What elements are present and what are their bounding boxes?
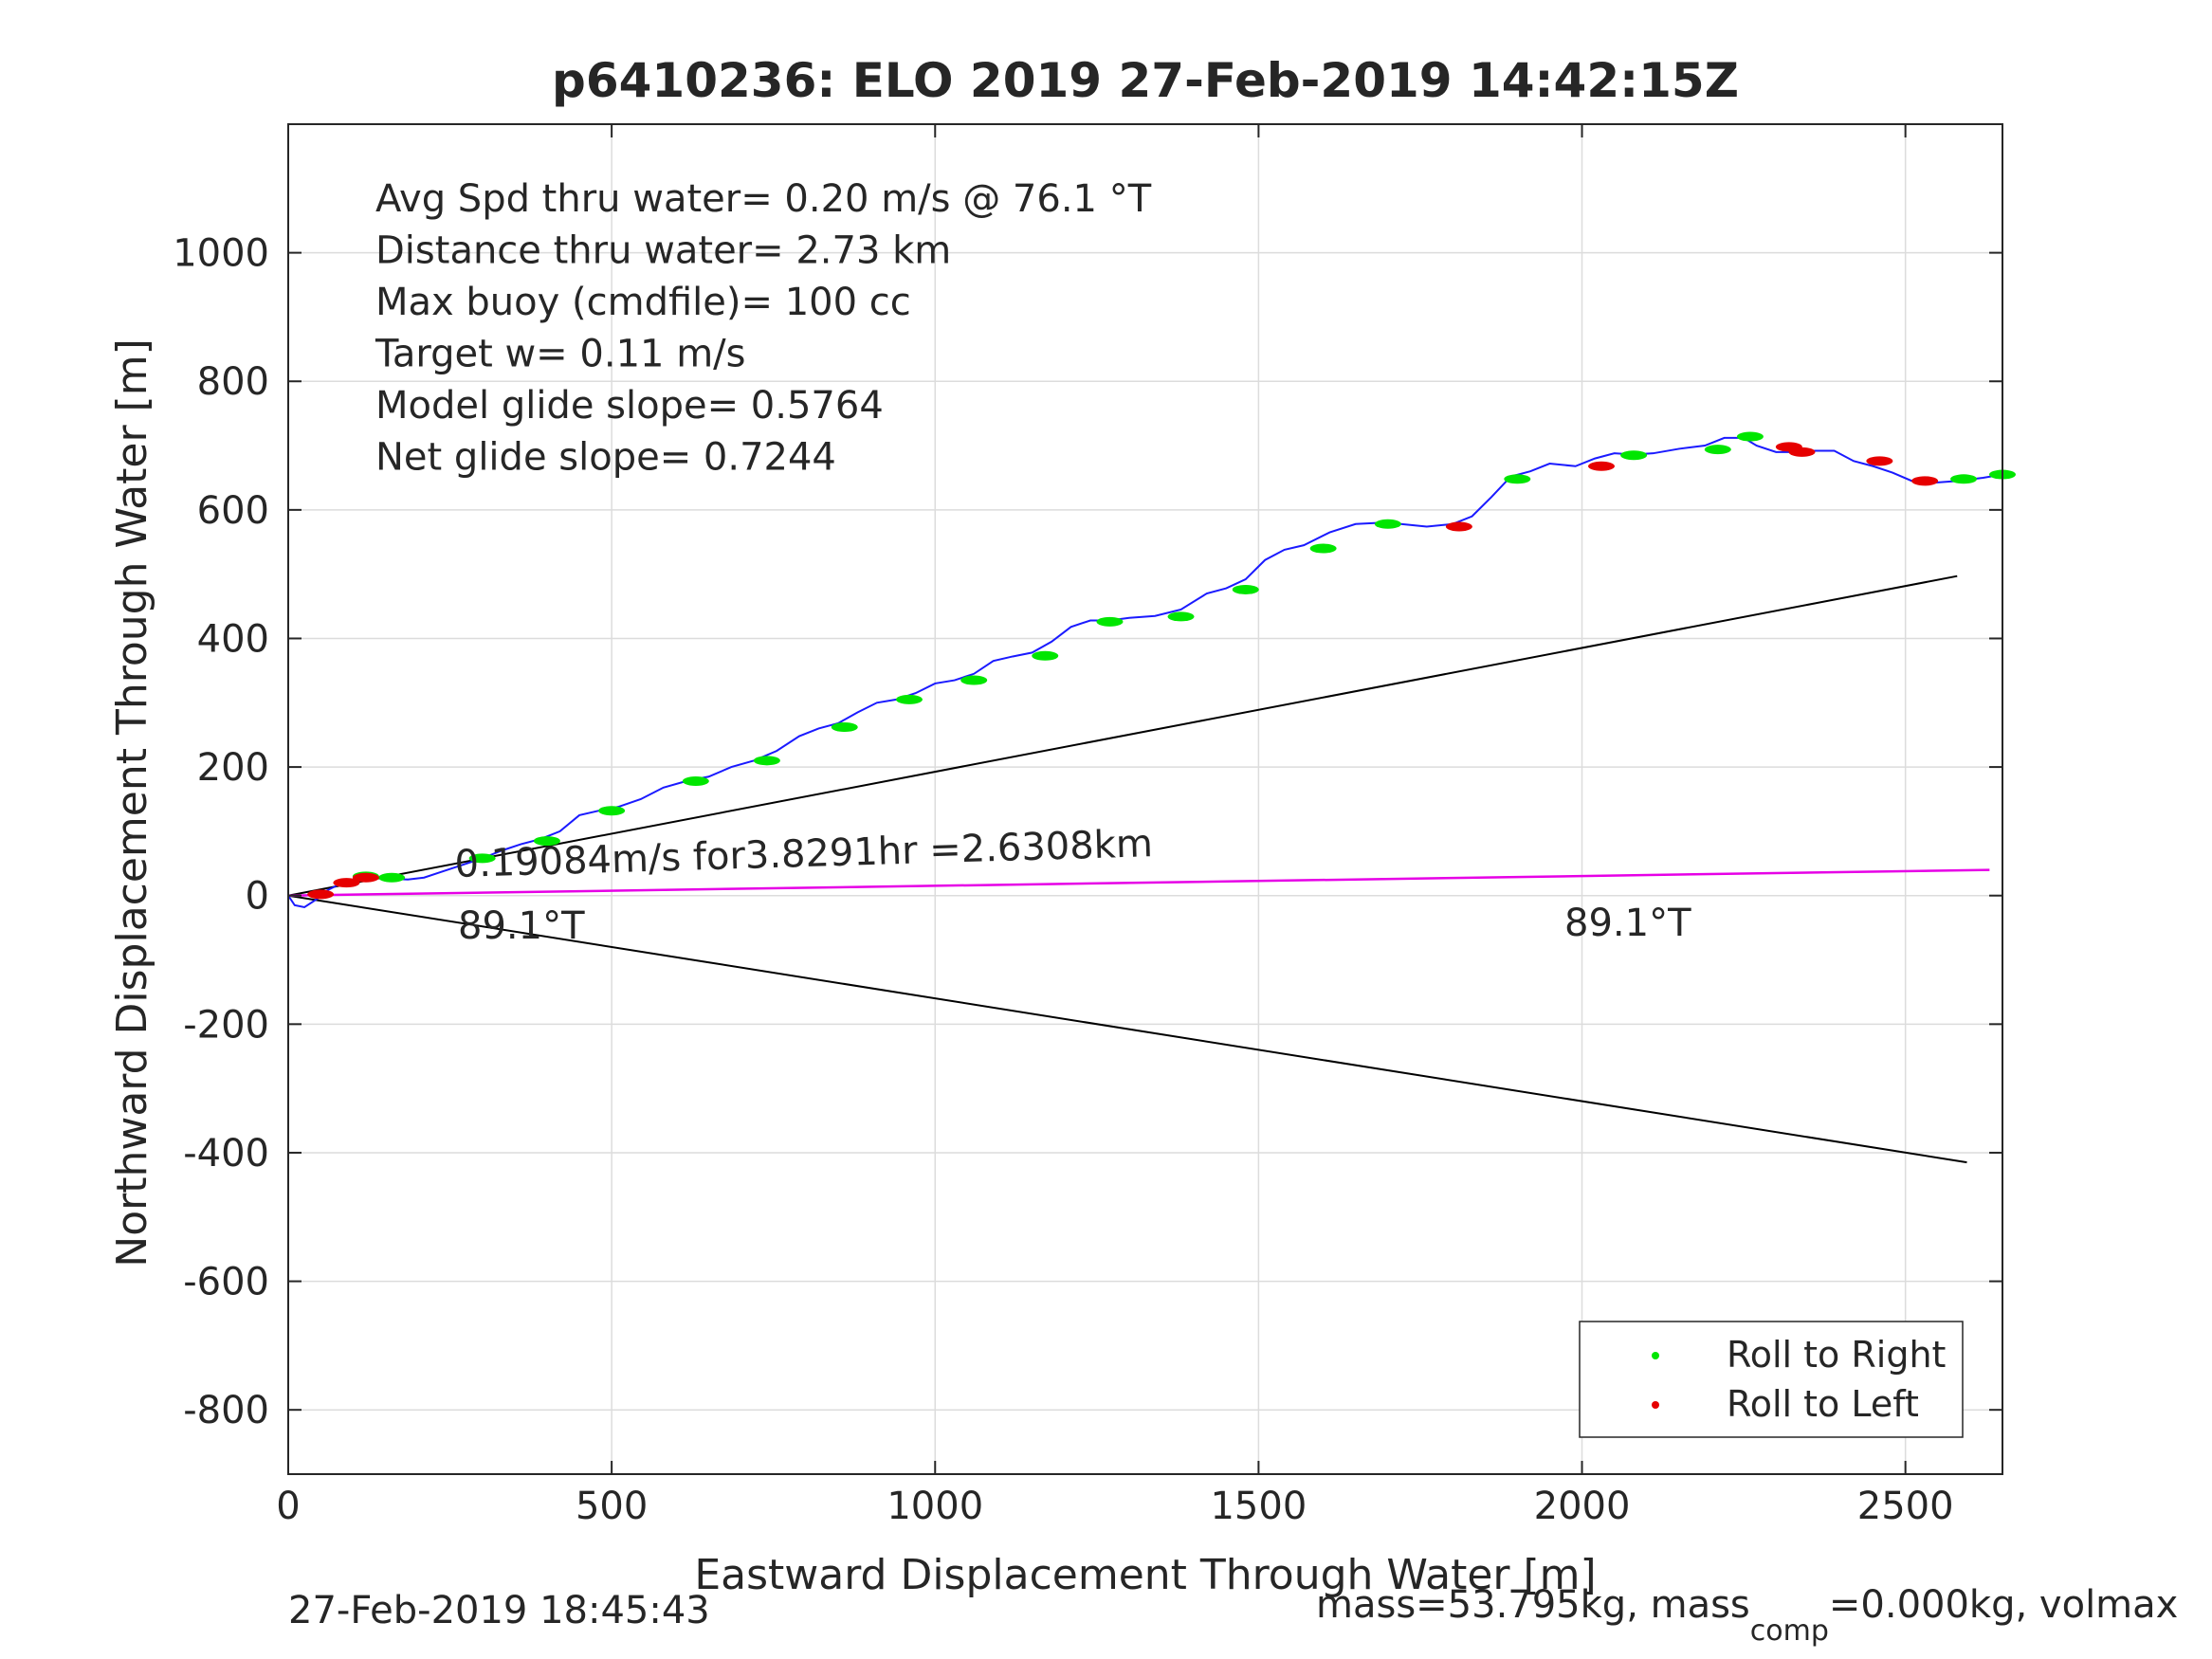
- stats-line: Target w= 0.11 m/s: [375, 333, 745, 376]
- y-tick-label: 400: [197, 617, 269, 661]
- legend: Roll to Right Roll to Left: [1579, 1321, 1964, 1438]
- roll-right-point: [682, 776, 709, 787]
- y-axis-label: Northward Displacement Through Water [m]: [108, 338, 156, 1267]
- stats-line: Max buoy (cmdfile)= 100 cc: [375, 281, 911, 324]
- cone-lower-line: [287, 894, 1967, 1164]
- heading-annotation-right: 89.1°T: [1564, 902, 1691, 945]
- roll-right-point: [1704, 445, 1731, 455]
- x-tick-label: 2000: [1534, 1485, 1631, 1528]
- roll-right-point: [895, 694, 923, 704]
- x-tick-label: 2500: [1857, 1485, 1954, 1528]
- cone-upper-line: [287, 574, 1958, 897]
- roll-right-point: [598, 806, 626, 816]
- roll-left-point: [307, 889, 335, 900]
- footer-mass: mass=53.795kg, masscomp=0.000kg, volmax: [1316, 1583, 2178, 1648]
- roll-right-point: [378, 872, 406, 883]
- roll-right-point: [468, 853, 496, 864]
- legend-box: [1579, 1321, 1964, 1438]
- roll-right-point: [1309, 543, 1337, 554]
- roll-right-point: [960, 675, 988, 685]
- depth-avg-current-line: [287, 868, 1990, 897]
- y-tick-label: -800: [183, 1389, 269, 1432]
- plot-area: [287, 431, 2016, 1164]
- grid-lines: [287, 124, 2002, 1474]
- tick-marks: [287, 124, 2002, 1474]
- y-tick-label: -200: [183, 1003, 269, 1047]
- y-tick-label: -400: [183, 1132, 269, 1176]
- stats-line: Net glide slope= 0.7244: [375, 436, 836, 480]
- x-tick-label: 1500: [1210, 1485, 1307, 1528]
- roll-right-point: [1232, 584, 1259, 594]
- y-tick-label: 0: [246, 875, 269, 919]
- roll-left-point: [333, 878, 360, 888]
- stats-line: Avg Spd thru water= 0.20 m/s @ 76.1 °T: [375, 177, 1152, 221]
- stats-text-block: Avg Spd thru water= 0.20 m/s @ 76.1 °T Di…: [375, 177, 1152, 480]
- heading-annotation-left: 89.1°T: [458, 904, 585, 948]
- chart-title: p6410236: ELO 2019 27-Feb-2019 14:42:15Z: [552, 53, 1739, 108]
- stats-line: Distance thru water= 2.73 km: [375, 229, 951, 273]
- legend-marker-roll-right: [1652, 1352, 1659, 1359]
- roll-left-point: [1587, 461, 1615, 471]
- x-axis-label: Eastward Displacement Through Water [m]: [694, 1551, 1596, 1599]
- y-tick-label: 200: [197, 746, 269, 790]
- x-tick-label: 1000: [887, 1485, 983, 1528]
- x-tick-label: 0: [276, 1485, 300, 1528]
- roll-right-point: [1167, 611, 1195, 622]
- roll-left-point: [1445, 521, 1472, 532]
- y-tick-label: 600: [197, 489, 269, 533]
- roll-right-point: [1736, 431, 1764, 442]
- y-tick-label: 800: [197, 360, 269, 404]
- footer-mass-prefix: mass=53.795kg, mass: [1316, 1583, 1750, 1627]
- y-tick-label: -600: [183, 1261, 269, 1304]
- legend-label-roll-right: Roll to Right: [1727, 1334, 1946, 1376]
- roll-left-point: [1866, 456, 1893, 466]
- roll-right-point: [831, 722, 858, 733]
- tick-labels: 0 500 1000 1500 2000 2500 -800 -600 -400 -200 0 200…: [173, 232, 1953, 1528]
- y-tick-label: 1000: [173, 232, 269, 276]
- roll-right-point: [1950, 474, 1978, 484]
- roll-right-point: [533, 836, 560, 847]
- roll-right-point: [1504, 474, 1531, 484]
- footer-mass-sub: comp: [1750, 1614, 1829, 1648]
- legend-marker-roll-left: [1652, 1401, 1659, 1409]
- axes-box: [287, 123, 2003, 1475]
- roll-left-point: [352, 872, 379, 883]
- roll-right-point: [1620, 450, 1648, 461]
- legend-label-roll-left: Roll to Left: [1727, 1383, 1919, 1425]
- roll-right-point: [1032, 650, 1059, 661]
- roll-right-point: [753, 756, 780, 766]
- stats-line: Model glide slope= 0.5764: [375, 384, 884, 428]
- glider-track-line: [287, 436, 2003, 908]
- roll-left-point: [1911, 476, 1939, 486]
- roll-right-point: [1374, 519, 1401, 529]
- x-tick-label: 500: [576, 1485, 648, 1528]
- footer-date: 27-Feb-2019 18:45:43: [288, 1589, 710, 1632]
- footer-mass-suffix: =0.000kg, volmax: [1829, 1583, 2178, 1627]
- roll-left-point: [1788, 447, 1816, 457]
- roll-right-point: [1096, 616, 1124, 627]
